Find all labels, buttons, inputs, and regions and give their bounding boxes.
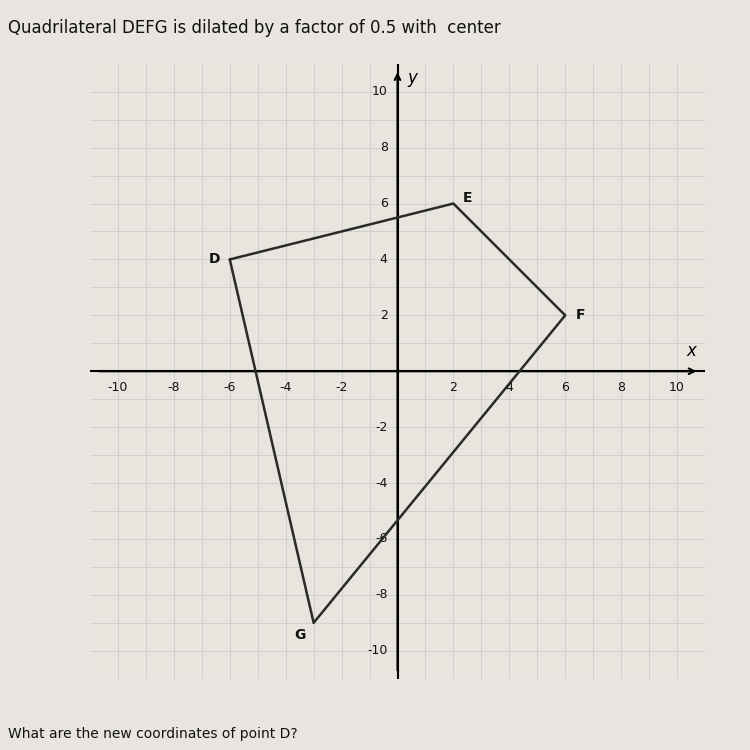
Text: -6: -6 — [375, 532, 388, 545]
Text: Quadrilateral DEFG is dilated by a factor of 0.5 with  center: Quadrilateral DEFG is dilated by a facto… — [8, 19, 500, 37]
Text: 6: 6 — [561, 381, 569, 394]
Text: 6: 6 — [380, 197, 388, 210]
Text: x: x — [686, 342, 696, 360]
Text: -4: -4 — [280, 381, 292, 394]
Text: E: E — [463, 191, 472, 205]
Text: y: y — [407, 69, 417, 87]
Text: G: G — [294, 628, 305, 643]
Text: -6: -6 — [224, 381, 236, 394]
Text: D: D — [209, 253, 220, 266]
Text: -2: -2 — [375, 421, 388, 434]
Text: F: F — [576, 308, 585, 322]
Text: -4: -4 — [375, 476, 388, 490]
Text: 10: 10 — [372, 86, 388, 98]
Text: -8: -8 — [375, 589, 388, 602]
Text: 8: 8 — [380, 141, 388, 154]
Text: What are the new coordinates of point D?: What are the new coordinates of point D? — [8, 727, 297, 741]
Text: 8: 8 — [617, 381, 626, 394]
Text: 4: 4 — [380, 253, 388, 266]
Text: 2: 2 — [449, 381, 458, 394]
Text: -10: -10 — [108, 381, 128, 394]
Text: -2: -2 — [335, 381, 348, 394]
Text: 2: 2 — [380, 309, 388, 322]
Text: 10: 10 — [669, 381, 685, 394]
Text: 4: 4 — [506, 381, 513, 394]
Text: -10: -10 — [368, 644, 388, 657]
Text: -8: -8 — [167, 381, 180, 394]
